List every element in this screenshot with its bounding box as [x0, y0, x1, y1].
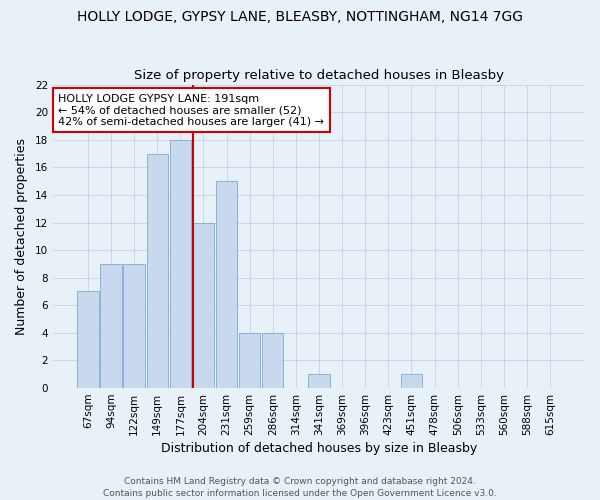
Bar [124, 264, 145, 388]
Bar [170, 140, 191, 388]
Text: HOLLY LODGE GYPSY LANE: 191sqm
← 54% of detached houses are smaller (52)
42% of : HOLLY LODGE GYPSY LANE: 191sqm ← 54% of … [58, 94, 325, 127]
Bar [308, 374, 329, 388]
Text: Contains HM Land Registry data © Crown copyright and database right 2024.
Contai: Contains HM Land Registry data © Crown c… [103, 476, 497, 498]
Y-axis label: Number of detached properties: Number of detached properties [15, 138, 28, 335]
Text: HOLLY LODGE, GYPSY LANE, BLEASBY, NOTTINGHAM, NG14 7GG: HOLLY LODGE, GYPSY LANE, BLEASBY, NOTTIN… [77, 10, 523, 24]
Title: Size of property relative to detached houses in Bleasby: Size of property relative to detached ho… [134, 69, 504, 82]
Bar [262, 333, 283, 388]
Bar [193, 222, 214, 388]
Bar [146, 154, 168, 388]
Bar [216, 181, 237, 388]
X-axis label: Distribution of detached houses by size in Bleasby: Distribution of detached houses by size … [161, 442, 477, 455]
Bar [401, 374, 422, 388]
Bar [77, 292, 98, 388]
Bar [100, 264, 122, 388]
Bar [239, 333, 260, 388]
